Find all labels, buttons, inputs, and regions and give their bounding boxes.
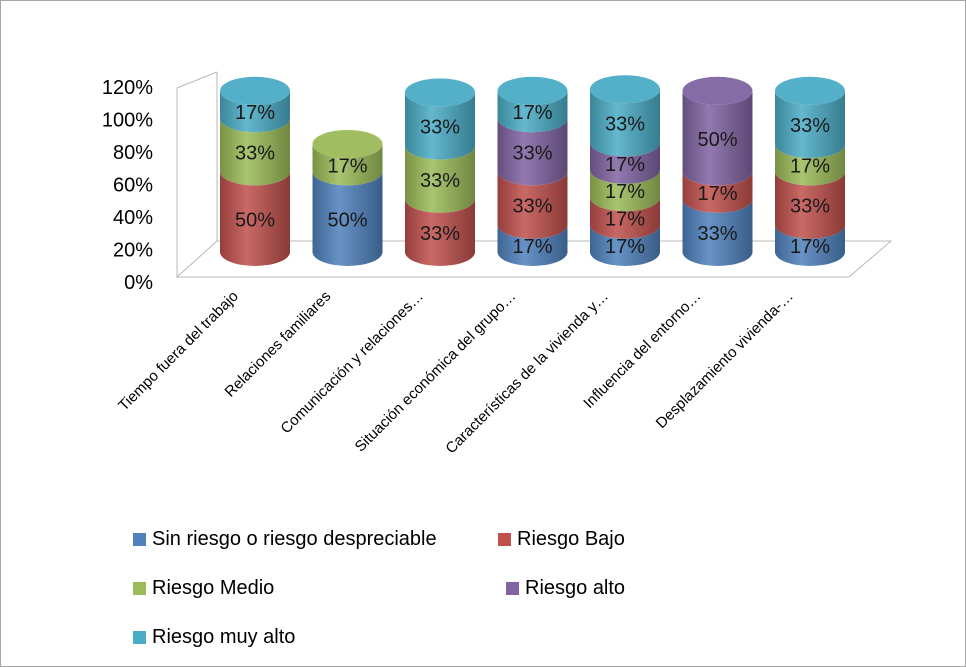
bar-segment: [682, 171, 753, 213]
legend-label: Riesgo alto: [525, 577, 626, 599]
y-axis-ticks: 0% 20% 40% 60% 80% 100% 120%: [102, 77, 153, 294]
data-label: 17%: [605, 209, 645, 231]
data-label: 17%: [512, 236, 552, 258]
y-tick-label: 40%: [113, 207, 153, 229]
legend-label: Riesgo Medio: [152, 577, 275, 599]
data-labels: 50% 33% 17% 50% 17% 33% 33% 33% 17% 33% 33% 17% 17% 1…: [235, 102, 830, 258]
bars: [220, 75, 845, 266]
bar-top-cap: [405, 78, 475, 107]
wall-top-edge: [176, 71, 218, 89]
bar-segment: [775, 171, 845, 239]
data-label: 33%: [420, 170, 460, 192]
bar-segment: [405, 145, 475, 213]
bar-segment: [775, 90, 845, 158]
bar-segment: [405, 92, 475, 160]
bar-top-cap: [682, 76, 753, 105]
data-label: 33%: [420, 223, 460, 245]
bar-top-cap: [497, 76, 568, 105]
data-label: 17%: [605, 181, 645, 203]
bar-top-cap: [312, 129, 383, 158]
bar-segment: [405, 198, 475, 266]
bar-segment: [312, 143, 383, 186]
legend-swatch: [498, 533, 511, 546]
data-label: 50%: [235, 209, 275, 231]
bar-segment: [590, 142, 660, 184]
legend-label: Riesgo Bajo: [517, 528, 625, 550]
data-label: 33%: [790, 196, 830, 218]
legend-item-riesgo-medio: Riesgo Medio: [133, 577, 274, 600]
bar-segment: [590, 169, 660, 212]
bar-segment: [590, 89, 660, 157]
data-label: 33%: [235, 143, 275, 165]
data-label: 33%: [790, 115, 830, 137]
legend-item-riesgo-bajo: Riesgo Bajo: [498, 528, 625, 551]
data-label: 33%: [512, 143, 552, 165]
data-label: 17%: [790, 155, 830, 177]
bar-top-cap: [775, 76, 845, 105]
legend-swatch: [133, 631, 146, 644]
bar-segment: [220, 171, 290, 266]
bar-segment: [497, 224, 568, 266]
x-tick-label: Relaciones familiares: [222, 288, 335, 401]
legend-swatch: [133, 533, 146, 546]
legend-item-sin-riesgo: Sin riesgo o riesgo despreciable: [133, 528, 437, 551]
legend-label: Sin riesgo o riesgo despreciable: [152, 528, 437, 550]
bar-segment: [497, 90, 568, 133]
data-label: 33%: [605, 113, 645, 135]
bar-segment: [220, 118, 290, 186]
data-label: 17%: [790, 236, 830, 258]
data-label: 17%: [697, 183, 737, 205]
y-tick-label: 100%: [102, 110, 153, 132]
data-label: 17%: [512, 102, 552, 124]
bar-segment: [682, 90, 753, 186]
data-label: 17%: [605, 154, 645, 176]
legend-item-riesgo-muy-alto: Riesgo muy alto: [133, 626, 295, 649]
legend-swatch: [506, 582, 519, 595]
y-tick-label: 80%: [113, 142, 153, 164]
bar-top-cap: [590, 75, 660, 104]
data-label: 17%: [605, 236, 645, 258]
bar-segment: [220, 90, 290, 133]
bar-top-cap: [220, 76, 290, 105]
bar-segment: [590, 224, 660, 266]
data-label: 17%: [327, 155, 367, 177]
x-tick-label: Tiempo fuera del trabajo: [115, 288, 242, 415]
data-label: 50%: [327, 209, 367, 231]
data-label: 33%: [512, 196, 552, 218]
data-label: 50%: [697, 129, 737, 151]
y-tick-label: 60%: [113, 175, 153, 197]
bar-segment: [497, 171, 568, 239]
y-tick-label: 120%: [102, 77, 153, 99]
data-label: 17%: [235, 102, 275, 124]
y-tick-label: 0%: [124, 272, 153, 294]
x-tick-label: Características de la vivienda y…: [442, 288, 611, 457]
data-label: 33%: [420, 117, 460, 139]
x-tick-label: Situación económica del grupo…: [352, 288, 520, 456]
data-label: 33%: [697, 223, 737, 245]
y-tick-label: 20%: [113, 240, 153, 262]
legend-swatch: [133, 582, 146, 595]
bar-segment: [775, 143, 845, 186]
legend-item-riesgo-alto: Riesgo alto: [506, 577, 625, 600]
bar-segment: [497, 118, 568, 186]
legend-label: Riesgo muy alto: [152, 626, 296, 648]
bar-segment: [682, 198, 753, 266]
bar-segment: [312, 171, 383, 266]
bar-segment: [590, 197, 660, 239]
bar-segment: [775, 224, 845, 266]
